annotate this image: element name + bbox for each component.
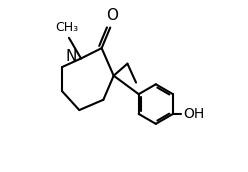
Text: N: N bbox=[65, 49, 77, 64]
Text: OH: OH bbox=[183, 107, 205, 121]
Text: O: O bbox=[106, 8, 118, 23]
Text: CH₃: CH₃ bbox=[55, 20, 78, 34]
